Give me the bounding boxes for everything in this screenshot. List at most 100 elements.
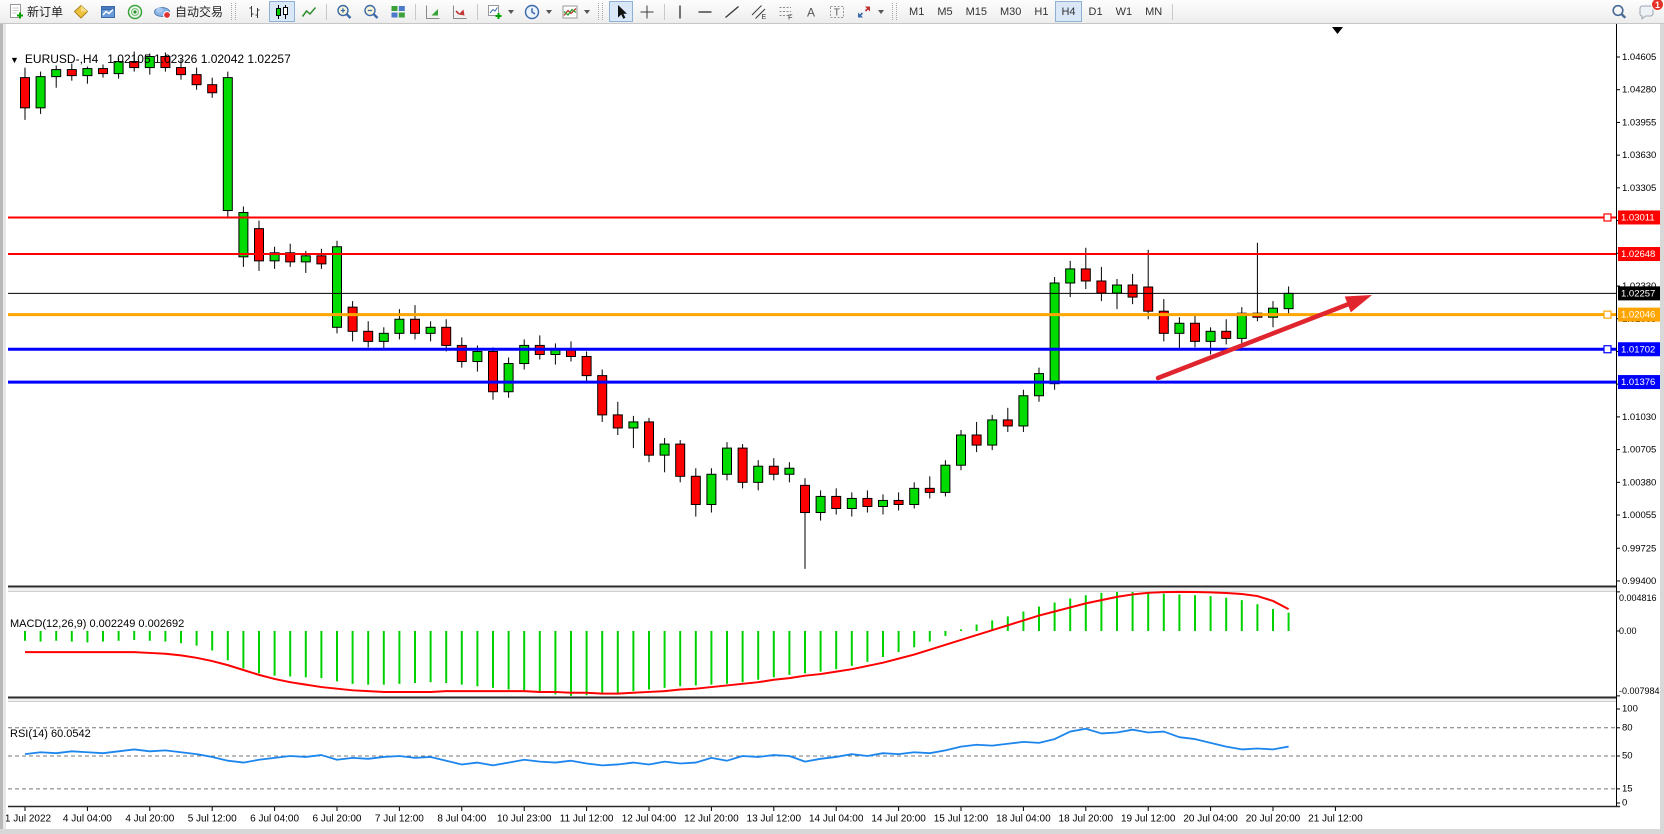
svg-text:0.00: 0.00 [1619,626,1637,636]
svg-text:1 Jul 2022: 1 Jul 2022 [5,814,52,825]
fibonacci-icon: F [779,6,793,21]
svg-text:4 Jul 04:00: 4 Jul 04:00 [63,814,112,825]
chart-shift-icon [453,5,467,19]
equidistant-channel-button[interactable]: E [746,1,772,22]
svg-text:11 Jul 12:00: 11 Jul 12:00 [560,814,614,825]
svg-text:18 Jul 04:00: 18 Jul 04:00 [996,814,1051,825]
trendline-button[interactable] [719,1,745,22]
arrows-button[interactable] [851,1,888,22]
svg-text:6 Jul 20:00: 6 Jul 20:00 [313,814,362,825]
timeframe-m30[interactable]: M30 [1000,5,1022,18]
ohlc-values: 1.02105 1.02326 1.02042 1.02257 [107,52,291,66]
zoom-out-button[interactable] [358,1,384,22]
vertical-line-button[interactable] [669,1,691,22]
channel-letter: E [762,14,767,21]
svg-text:1.01702: 1.01702 [1621,344,1655,355]
fibonacci-button[interactable]: F [773,1,799,22]
text-label-button[interactable]: T [824,1,850,22]
autotrading-button[interactable]: 自动交易 [149,1,227,22]
periods-dropdown-arrow[interactable] [546,9,553,14]
strategy-tester-icon [127,4,143,19]
timeframe-m15[interactable]: M15 [965,5,987,18]
autotrading-icon [154,7,171,19]
toolbar-gripper [231,3,237,20]
svg-text:7 Jul 12:00: 7 Jul 12:00 [375,814,424,825]
zoom-in-icon [337,4,352,19]
svg-text:15 Jul 12:00: 15 Jul 12:00 [934,814,989,825]
tile-windows-button[interactable] [385,1,411,22]
svg-text:1.02257: 1.02257 [1621,288,1655,299]
svg-text:1.04605: 1.04605 [1622,52,1656,63]
horizontal-line-button[interactable] [692,1,718,22]
new-order-label: 新订单 [27,5,64,19]
toolbar-separator [477,3,479,20]
indicators-dropdown-arrow[interactable] [584,9,591,14]
timeframe-w1[interactable]: W1 [1115,5,1133,18]
timeframe-m1[interactable]: M1 [909,5,925,18]
svg-text:1.03630: 1.03630 [1622,150,1656,161]
new-order-icon [10,4,23,19]
svg-text:1.00705: 1.00705 [1622,445,1656,456]
crosshair-button[interactable] [634,1,660,22]
new-chart-dropdown-arrow[interactable] [508,9,515,14]
indicators-icon [562,5,578,18]
svg-text:1.01030: 1.01030 [1622,412,1656,423]
svg-text:1.04280: 1.04280 [1622,85,1656,96]
timeframe-h4[interactable]: H4 [1055,1,1082,22]
auto-scroll-button[interactable] [420,1,446,22]
new-chart-button[interactable] [482,1,518,22]
data-window-icon [101,5,116,18]
chat-icon [1639,5,1654,20]
rsi-indicator-label: RSI(14) 60.0542 [10,728,91,740]
collapse-arrow-icon[interactable]: ▼ [10,55,19,65]
timeframe-mn[interactable]: MN [1145,5,1163,18]
market-watch-button[interactable] [68,1,94,22]
new-order-button[interactable]: 新订单 [4,1,67,22]
search-button[interactable] [1606,1,1632,22]
candlestick-chart-button[interactable] [269,1,296,22]
svg-text:-0.007984: -0.007984 [1619,686,1660,696]
chart-info-line: ▼ EURUSD-,H4 1.02105 1.02326 1.02042 1.022… [10,52,291,66]
indicators-button[interactable] [557,1,594,22]
label-letter: T [834,7,840,18]
svg-text:1.02046: 1.02046 [1621,310,1655,321]
zoom-out-icon [364,4,379,19]
timeframe-d1[interactable]: D1 [1088,5,1103,18]
cursor-button[interactable] [609,1,634,22]
text-label-icon: T [830,5,845,18]
data-window-button[interactable] [95,1,121,22]
autotrading-label: 自动交易 [175,5,224,19]
bar-chart-button[interactable] [242,1,268,22]
svg-text:12 Jul 04:00: 12 Jul 04:00 [622,814,677,825]
svg-text:12 Jul 20:00: 12 Jul 20:00 [684,814,739,825]
timeframe-h1[interactable]: H1 [1034,5,1049,18]
svg-text:50: 50 [1622,751,1633,762]
svg-text:8 Jul 04:00: 8 Jul 04:00 [437,814,486,825]
svg-text:1.03955: 1.03955 [1622,117,1656,128]
text-icon: A [807,5,815,19]
arrows-dropdown-arrow[interactable] [878,9,885,14]
main-toolbar: 新订单 自动交易 [0,0,1664,24]
timeframe-m5[interactable]: M5 [937,5,953,18]
svg-text:0: 0 [1622,798,1627,809]
bar-chart-icon [249,5,260,18]
svg-text:18 Jul 20:00: 18 Jul 20:00 [1059,814,1114,825]
strategy-tester-button[interactable] [122,1,148,22]
svg-text:15: 15 [1622,783,1633,794]
chart-shift-button[interactable] [447,1,473,22]
periods-button[interactable] [519,1,556,22]
candlestick-chart-icon [276,4,289,19]
svg-text:100: 100 [1622,704,1638,715]
svg-text:1.03011: 1.03011 [1621,212,1655,223]
svg-text:0.99400: 0.99400 [1622,576,1656,587]
svg-text:1.00380: 1.00380 [1622,477,1656,488]
clock-icon [524,4,540,19]
line-chart-button[interactable] [296,1,322,22]
svg-text:80: 80 [1622,722,1633,733]
equidistant-channel-icon: E [751,4,767,21]
text-button[interactable]: A [800,1,823,22]
svg-text:14 Jul 04:00: 14 Jul 04:00 [809,814,864,825]
svg-text:1.01376: 1.01376 [1621,377,1655,388]
zoom-in-button[interactable] [331,1,357,22]
